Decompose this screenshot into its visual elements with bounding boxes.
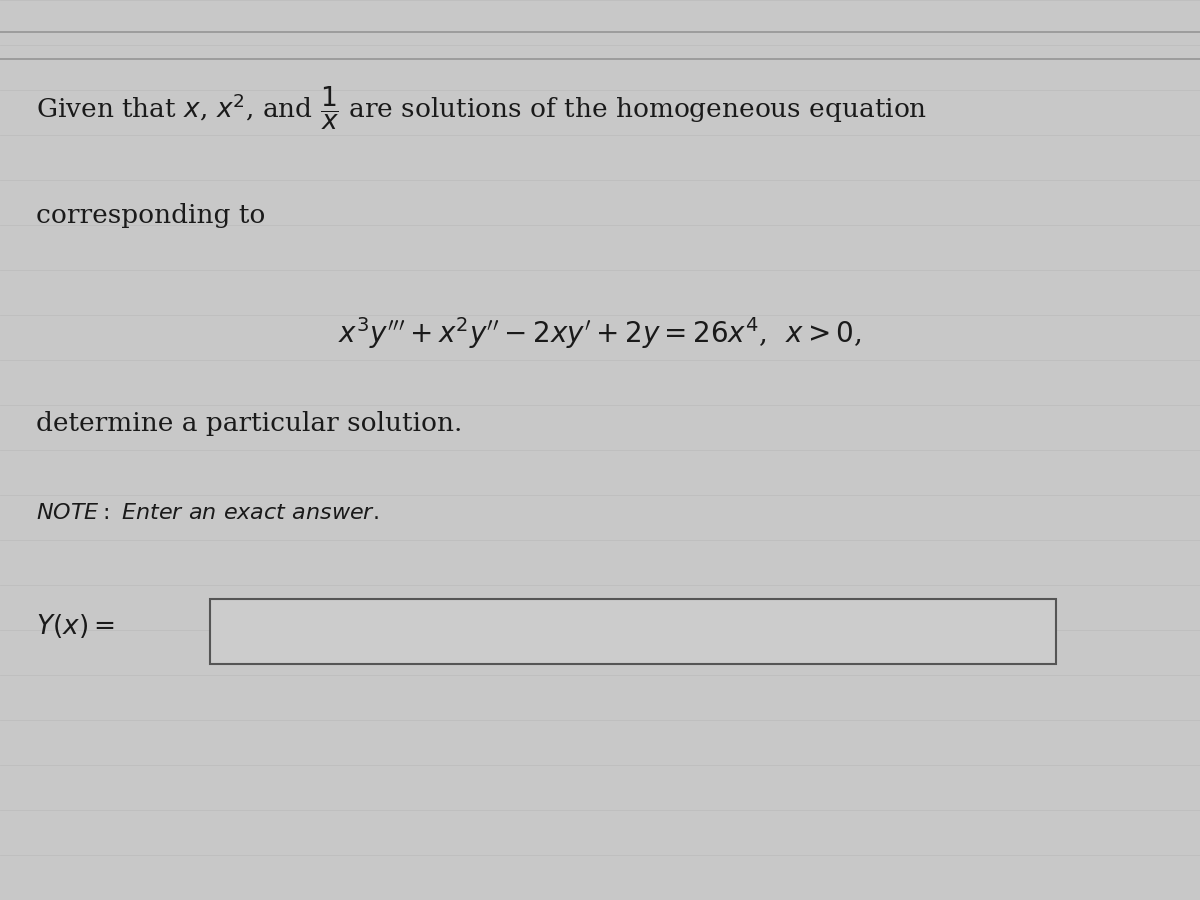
Text: corresponding to: corresponding to xyxy=(36,203,265,229)
Text: $\mathit{NOTE{:}\ Enter\ an\ exact\ answer.}$: $\mathit{NOTE{:}\ Enter\ an\ exact\ answ… xyxy=(36,502,379,524)
Text: Given that $x$, $x^2$, and $\dfrac{1}{x}$ are solutions of the homogeneous equat: Given that $x$, $x^2$, and $\dfrac{1}{x}… xyxy=(36,85,928,131)
Text: determine a particular solution.: determine a particular solution. xyxy=(36,410,462,436)
Text: $Y(x) =$: $Y(x) =$ xyxy=(36,611,115,640)
FancyBboxPatch shape xyxy=(210,599,1056,664)
Text: $x^3y^{\prime\prime\prime} + x^2y^{\prime\prime} - 2xy^{\prime} + 2y = 26x^4$,  : $x^3y^{\prime\prime\prime} + x^2y^{\prim… xyxy=(338,315,862,351)
